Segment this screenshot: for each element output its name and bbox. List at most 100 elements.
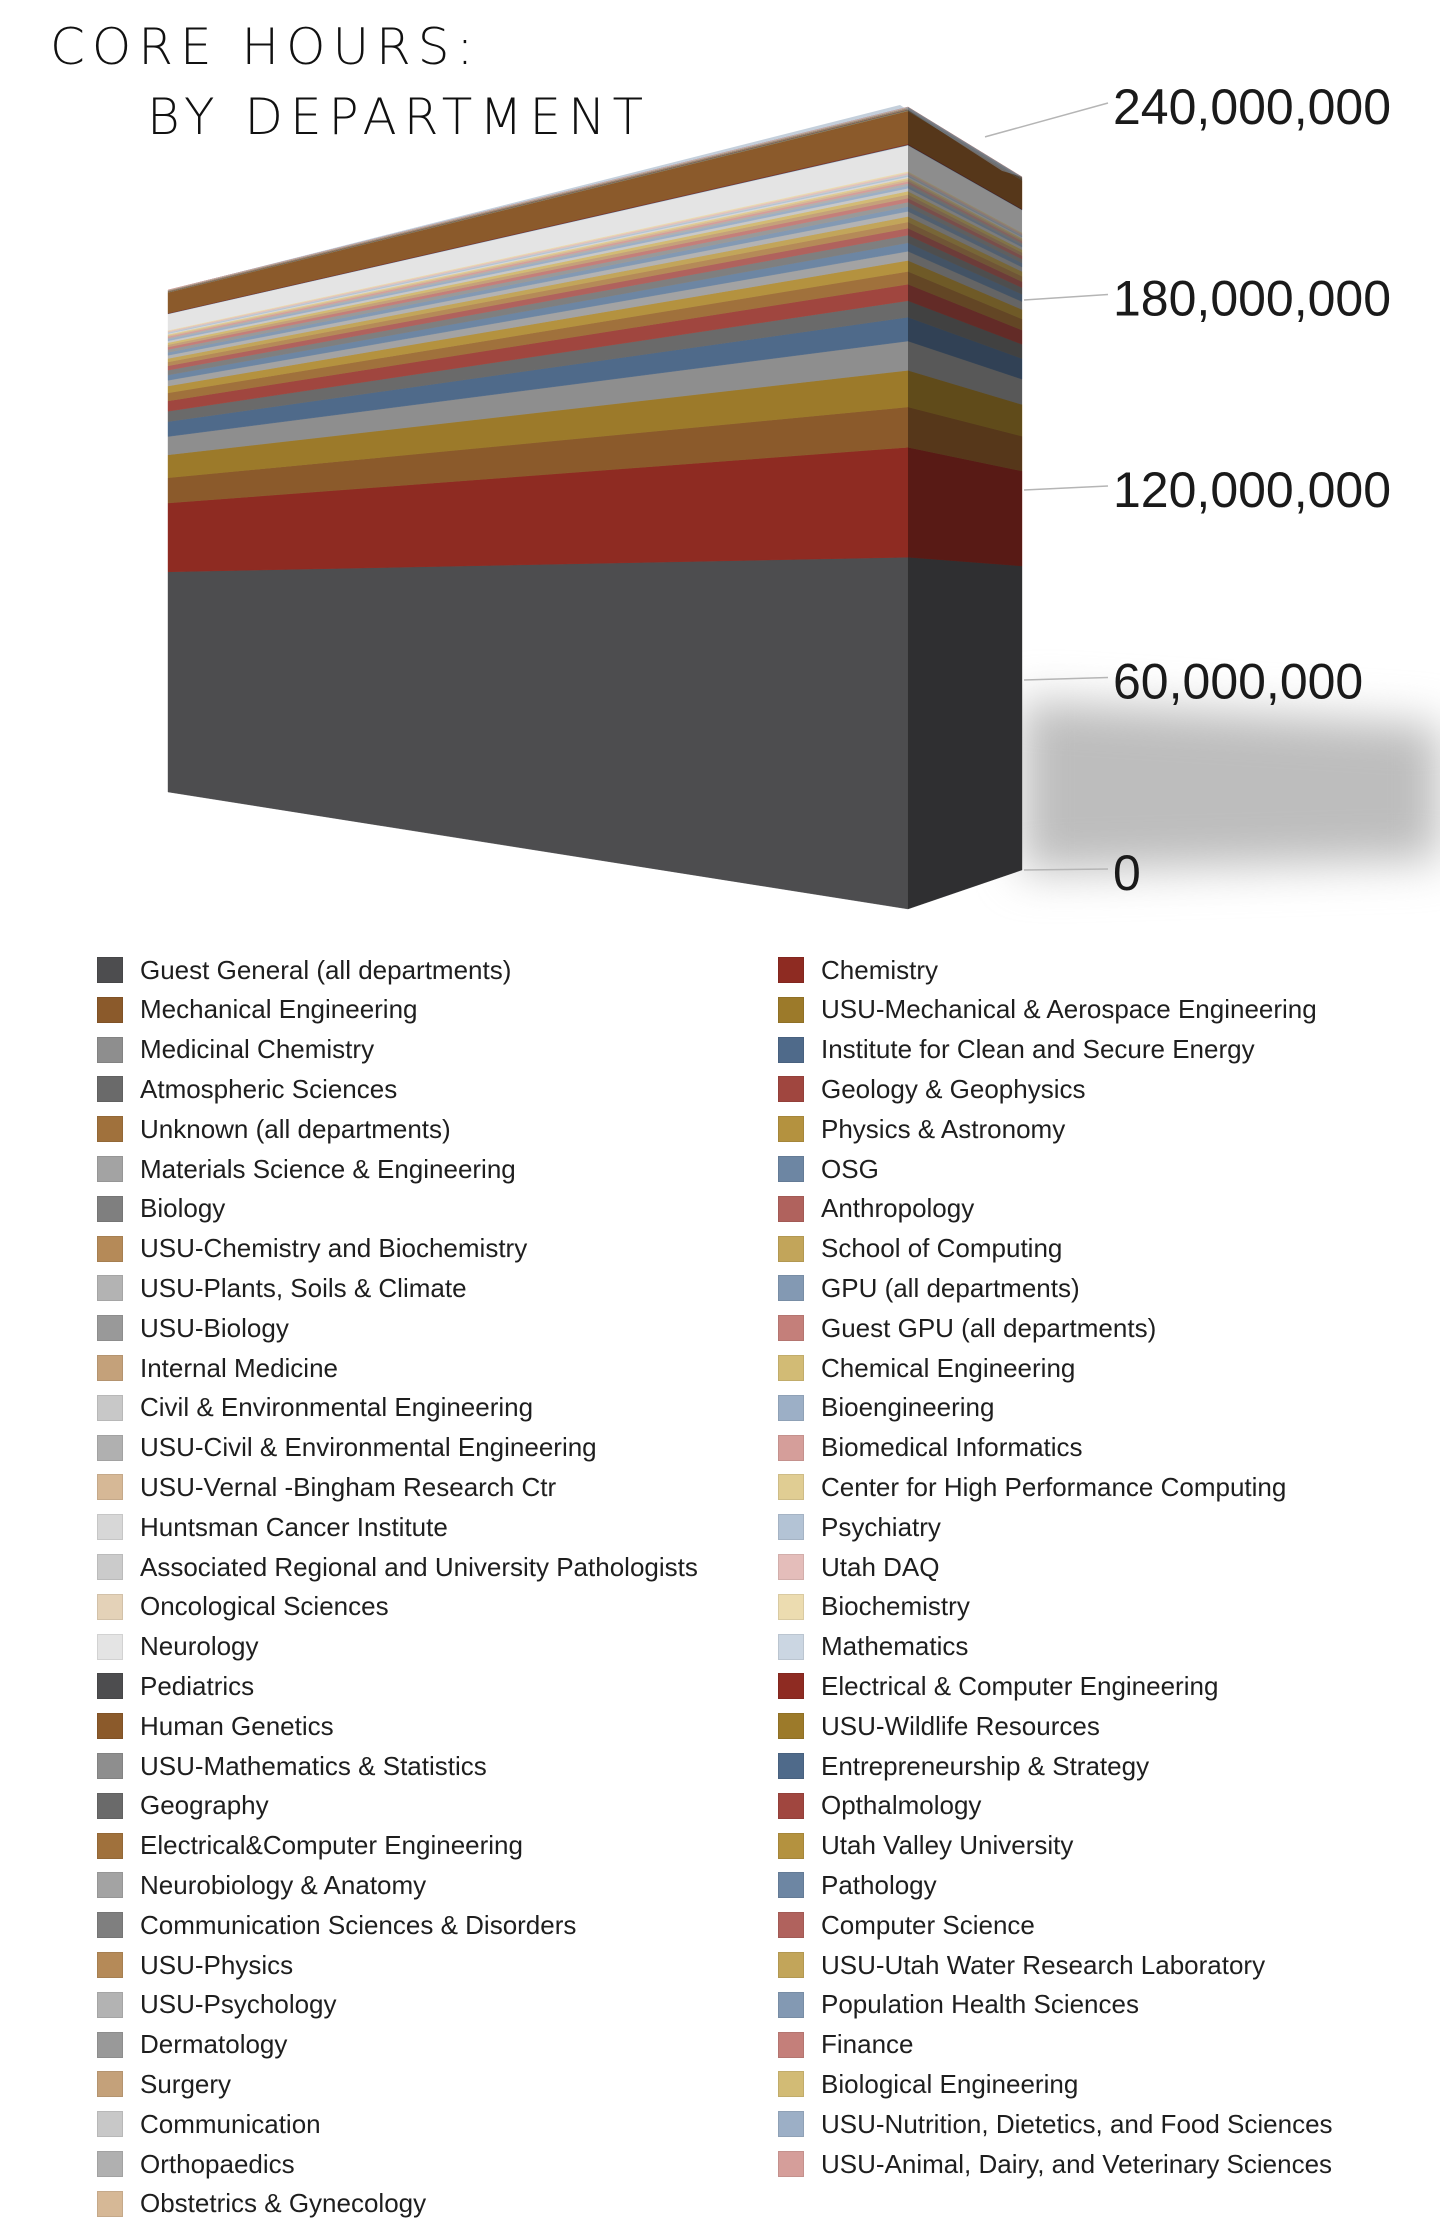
legend-swatch (97, 1076, 123, 1103)
legend-swatch (778, 1355, 804, 1381)
tick-leader-line (1023, 868, 1109, 871)
legend-label: Surgery (140, 2068, 232, 2099)
legend-item: USU-Nutrition, Dietetics, and Food Scien… (778, 2109, 1333, 2139)
chart-title-line2: BY DEPARTMENT (147, 88, 651, 146)
legend-label: Unknown (all departments) (140, 1113, 451, 1144)
legend-swatch (97, 1036, 123, 1063)
legend-label: Anthropology (821, 1193, 975, 1224)
legend-item: School of Computing (778, 1233, 1063, 1264)
legend-item: Chemistry (778, 955, 938, 985)
legend-label: Opthalmology (821, 1790, 982, 1821)
legend-item: Center for High Performance Computing (778, 1472, 1286, 1502)
legend-item: USU-Biology (97, 1313, 289, 1343)
legend-item: Utah DAQ (778, 1552, 940, 1582)
legend-swatch (778, 1275, 804, 1302)
y-tick-label: 240,000,000 (1113, 79, 1391, 135)
legend-label: Obstetrics & Gynecology (140, 2188, 427, 2219)
legend-swatch (97, 1593, 123, 1620)
legend-swatch (778, 1991, 804, 2018)
legend-label: Center for High Performance Computing (821, 1471, 1287, 1502)
legend-item: Biological Engineering (778, 2069, 1078, 2099)
legend-label: Biological Engineering (821, 2068, 1079, 2099)
legend-label: Orthopaedics (140, 2148, 295, 2179)
legend-swatch (778, 1116, 804, 1143)
legend-item: Biochemistry (778, 1591, 970, 1622)
legend-item: Orthopaedics (97, 2149, 295, 2179)
legend-label: Electrical&Computer Engineering (140, 1830, 523, 1861)
tick-leader-line (984, 102, 1109, 138)
legend-label: Guest GPU (all departments) (821, 1312, 1157, 1343)
legend-label: Mechanical Engineering (140, 994, 418, 1025)
legend-label: Pathology (821, 1869, 937, 1900)
legend-item: Internal Medicine (97, 1353, 338, 1383)
legend-label: Chemistry (821, 954, 939, 985)
legend-item: Unknown (all departments) (97, 1114, 451, 1144)
legend-swatch (97, 2111, 123, 2138)
side-face (168, 105, 1023, 910)
bar-segment (167, 557, 909, 910)
legend-swatch (97, 1116, 123, 1143)
legend-label: USU-Wildlife Resources (821, 1710, 1100, 1741)
legend-swatch (97, 1872, 123, 1899)
legend-item: USU-Chemistry and Biochemistry (97, 1233, 527, 1264)
legend-item: Oncological Sciences (97, 1591, 389, 1622)
legend-label: School of Computing (821, 1233, 1063, 1264)
legend-swatch (778, 1514, 804, 1541)
legend-item: Bioengineering (778, 1392, 994, 1423)
legend-label: GPU (all departments) (821, 1272, 1080, 1303)
legend-item: Geology & Geophysics (778, 1074, 1085, 1104)
legend-swatch (778, 1156, 804, 1182)
legend-item: USU-Utah Water Research Laboratory (778, 1950, 1265, 1980)
legend-item: Entrepreneurship & Strategy (778, 1751, 1149, 1781)
legend-item: USU-Mechanical & Aerospace Engineering (778, 994, 1317, 1025)
legend-item: Huntsman Cancer Institute (97, 1512, 448, 1542)
legend-label: Psychiatry (821, 1511, 941, 1542)
legend-label: Communication Sciences & Disorders (140, 1909, 577, 1940)
legend-item: Anthropology (778, 1193, 975, 1224)
legend-label: Neurobiology & Anatomy (140, 1869, 427, 1900)
legend-item: Materials Science & Engineering (97, 1154, 516, 1184)
legend-swatch (97, 1514, 123, 1541)
legend-label: USU-Animal, Dairy, and Veterinary Scienc… (821, 2148, 1333, 2179)
legend-item: USU-Mathematics & Statistics (97, 1751, 487, 1781)
legend-item: Physics & Astronomy (778, 1114, 1065, 1144)
legend-item: Biomedical Informatics (778, 1432, 1083, 1463)
legend-label: Computer Science (821, 1909, 1035, 1940)
legend-label: Oncological Sciences (140, 1591, 389, 1622)
legend-item: Surgery (97, 2069, 231, 2099)
legend-swatch (778, 1673, 804, 1700)
legend-item: Guest General (all departments) (97, 955, 511, 985)
legend-label: Entrepreneurship & Strategy (821, 1750, 1150, 1781)
legend-label: Neurology (140, 1631, 259, 1662)
legend-swatch (97, 1355, 123, 1381)
legend-label: Guest General (all departments) (140, 954, 512, 985)
legend-swatch (97, 1673, 123, 1700)
legend-swatch (778, 957, 804, 983)
legend-swatch (778, 1195, 804, 1222)
shadow (1022, 700, 1440, 872)
legend-label: Utah DAQ (821, 1551, 940, 1582)
legend-swatch (97, 1713, 123, 1740)
legend-item: Pediatrics (97, 1671, 254, 1701)
legend-label: Civil & Environmental Engineering (140, 1392, 534, 1423)
legend-swatch (778, 1076, 804, 1103)
legend-swatch (97, 1156, 123, 1182)
legend-swatch (778, 1832, 804, 1859)
legend-item: Medicinal Chemistry (97, 1034, 374, 1065)
legend-swatch (97, 957, 123, 983)
legend-label: Institute for Clean and Secure Energy (821, 1034, 1255, 1065)
front-face (167, 106, 909, 910)
legend-swatch (778, 1713, 804, 1740)
legend-swatch (778, 2151, 804, 2177)
legend-label: Utah Valley University (821, 1830, 1074, 1861)
legend-label: Mathematics (821, 1631, 969, 1662)
y-tick-label: 120,000,000 (1113, 462, 1391, 518)
legend-swatch (778, 1554, 804, 1580)
legend-swatch (97, 1554, 123, 1580)
legend-swatch (97, 1235, 123, 1262)
legend-item: Chemical Engineering (778, 1353, 1075, 1383)
legend-item: USU-Civil & Environmental Engineering (97, 1432, 597, 1463)
legend-swatch (778, 1394, 804, 1421)
legend-swatch (97, 1633, 123, 1660)
legend-swatch (97, 1952, 123, 1978)
